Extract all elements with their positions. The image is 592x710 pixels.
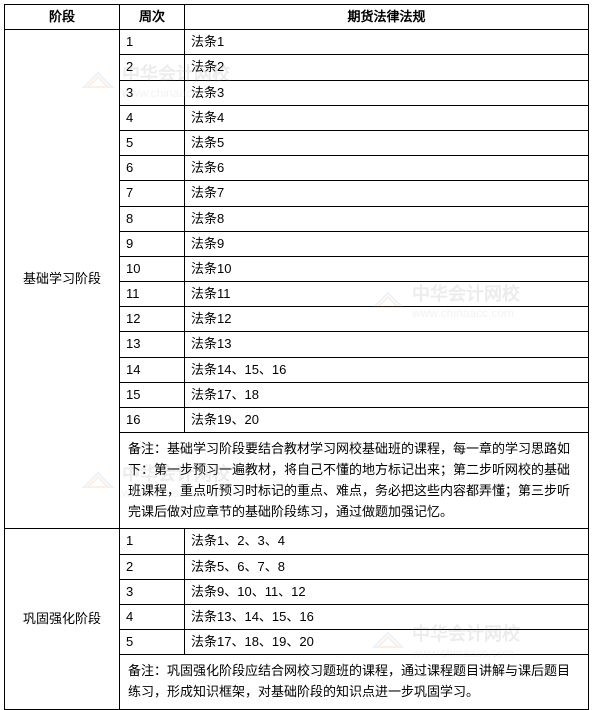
week-cell: 1 [120, 30, 185, 55]
header-content: 期货法律法规 [185, 5, 589, 30]
note-cell: 备注：巩固强化阶段应结合网校习题班的课程，通过课程题目讲解与课后题目练习，形成知… [120, 655, 589, 710]
table-row: 基础学习阶段1法条1 [5, 30, 589, 55]
week-cell: 15 [120, 382, 185, 407]
week-cell: 2 [120, 55, 185, 80]
week-cell: 5 [120, 130, 185, 155]
content-cell: 法条8 [185, 206, 589, 231]
week-cell: 8 [120, 206, 185, 231]
week-cell: 9 [120, 231, 185, 256]
week-cell: 7 [120, 181, 185, 206]
header-stage: 阶段 [5, 5, 120, 30]
content-cell: 法条13、14、15、16 [185, 604, 589, 629]
week-cell: 12 [120, 307, 185, 332]
content-cell: 法条12 [185, 307, 589, 332]
week-cell: 2 [120, 554, 185, 579]
content-cell: 法条3 [185, 80, 589, 105]
week-cell: 1 [120, 529, 185, 554]
content-cell: 法条13 [185, 332, 589, 357]
content-cell: 法条5、6、7、8 [185, 554, 589, 579]
week-cell: 4 [120, 604, 185, 629]
content-cell: 法条1、2、3、4 [185, 529, 589, 554]
content-cell: 法条17、18、19、20 [185, 630, 589, 655]
week-cell: 10 [120, 256, 185, 281]
week-cell: 11 [120, 282, 185, 307]
week-cell: 14 [120, 357, 185, 382]
week-cell: 16 [120, 408, 185, 433]
content-cell: 法条10 [185, 256, 589, 281]
header-row: 阶段 周次 期货法律法规 [5, 5, 589, 30]
content-cell: 法条9 [185, 231, 589, 256]
content-cell: 法条14、15、16 [185, 357, 589, 382]
week-cell: 3 [120, 579, 185, 604]
content-cell: 法条19、20 [185, 408, 589, 433]
week-cell: 3 [120, 80, 185, 105]
table-row: 巩固强化阶段1法条1、2、3、4 [5, 529, 589, 554]
header-week: 周次 [120, 5, 185, 30]
week-cell: 5 [120, 630, 185, 655]
stage-cell: 基础学习阶段 [5, 30, 120, 529]
content-cell: 法条4 [185, 105, 589, 130]
content-cell: 法条17、18 [185, 382, 589, 407]
week-cell: 4 [120, 105, 185, 130]
content-cell: 法条5 [185, 130, 589, 155]
content-cell: 法条2 [185, 55, 589, 80]
schedule-table: 阶段 周次 期货法律法规 基础学习阶段1法条12法条23法条34法条45法条56… [4, 4, 589, 710]
content-cell: 法条1 [185, 30, 589, 55]
stage-cell: 巩固强化阶段 [5, 529, 120, 710]
content-cell: 法条11 [185, 282, 589, 307]
content-cell: 法条7 [185, 181, 589, 206]
note-cell: 备注：基础学习阶段要结合教材学习网校基础班的课程，每一章的学习思路如下：第一步预… [120, 433, 589, 529]
week-cell: 13 [120, 332, 185, 357]
content-cell: 法条6 [185, 156, 589, 181]
week-cell: 6 [120, 156, 185, 181]
content-cell: 法条9、10、11、12 [185, 579, 589, 604]
